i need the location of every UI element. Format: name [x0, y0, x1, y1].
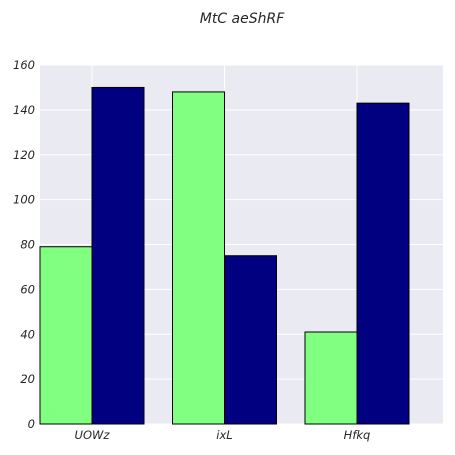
y-tick-label: 20 [20, 372, 35, 386]
y-tick-label: 0 [28, 417, 35, 431]
y-tick-label: 40 [20, 327, 35, 341]
bar-ixl-series-2 [224, 255, 277, 425]
x-tick-label: UOWz [75, 428, 111, 442]
bar-hfkq-series-1 [304, 331, 358, 425]
bar-ixl-series-1 [172, 91, 225, 425]
x-axis-ticks: UOWz ixL Hfkq [75, 428, 371, 442]
y-axis-ticks: 0 20 40 60 80 100 120 140 160 [13, 58, 35, 431]
y-tick-label: 100 [13, 193, 35, 207]
x-tick-label: ixL [216, 428, 232, 442]
bar-uowz-series-2 [91, 86, 145, 425]
bar-uowz-series-1 [39, 246, 93, 425]
bar-hfkq-series-2 [356, 102, 410, 425]
y-tick-label: 60 [20, 282, 35, 296]
y-tick-label: 160 [13, 58, 35, 72]
y-tick-label: 120 [13, 148, 35, 162]
y-tick-label: 140 [13, 103, 35, 117]
chart-title: MtC aeShRF [200, 11, 285, 27]
x-tick-label: Hfkq [344, 428, 371, 442]
y-tick-label: 80 [20, 238, 35, 252]
bars-group [39, 86, 410, 425]
